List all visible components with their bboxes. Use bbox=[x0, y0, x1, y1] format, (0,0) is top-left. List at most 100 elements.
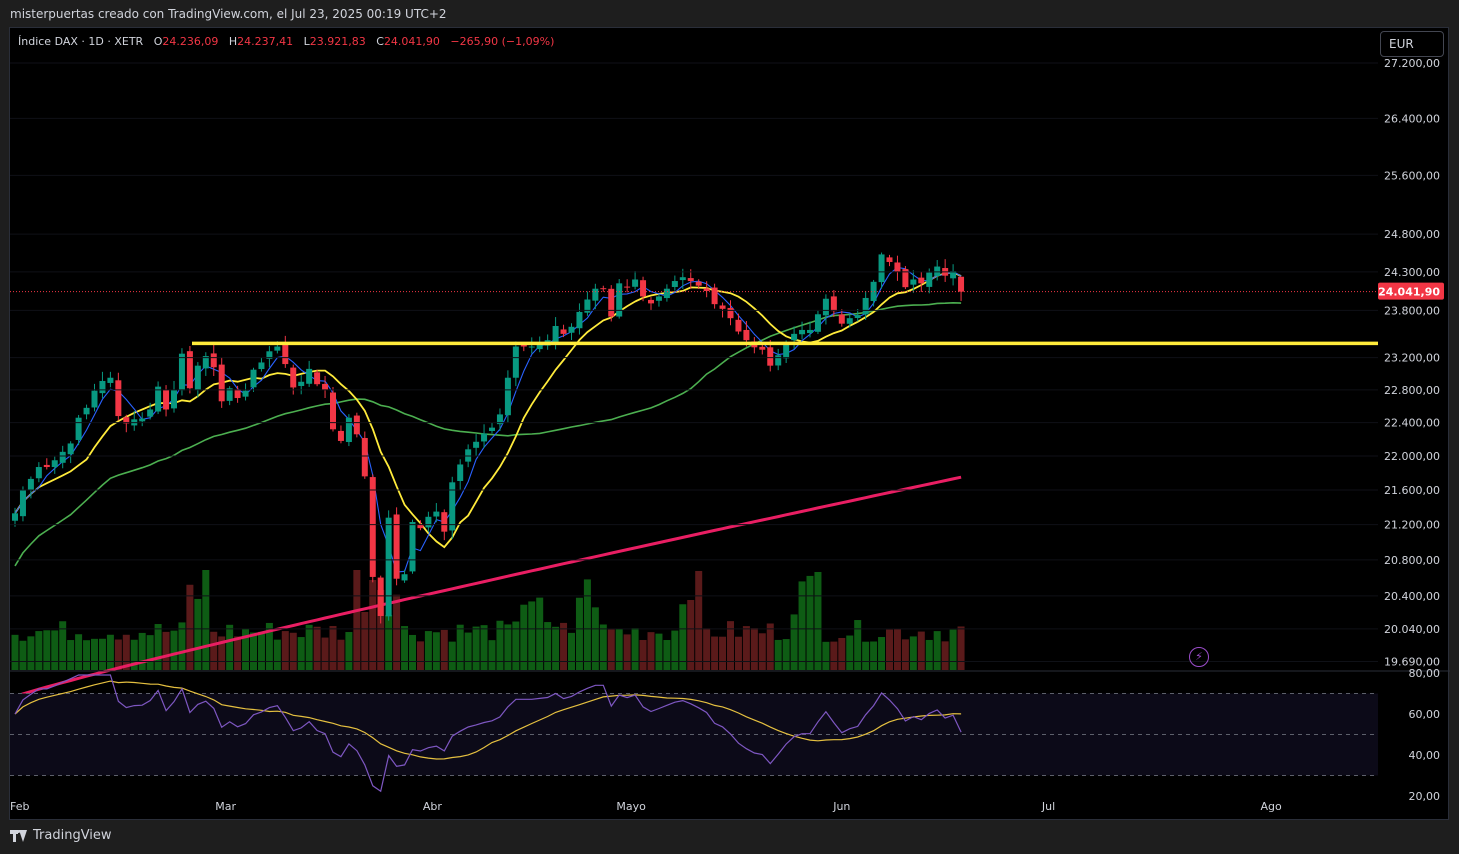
axes: 27.200,00 26.400,00 25.600,00 24.800,00 24.3… bbox=[10, 57, 1450, 813]
volume-bar bbox=[170, 630, 178, 670]
candle-body bbox=[99, 380, 106, 394]
candle-body bbox=[902, 269, 909, 288]
candle-body bbox=[186, 351, 193, 389]
candle-body bbox=[43, 464, 50, 468]
volume-bar bbox=[536, 597, 544, 670]
volume-bar bbox=[925, 639, 933, 670]
volume-bar bbox=[19, 640, 27, 670]
candle-body bbox=[870, 281, 877, 301]
candle-body bbox=[655, 296, 662, 301]
candle-body bbox=[361, 437, 368, 477]
open-value: 24.236,09 bbox=[162, 35, 219, 48]
volume-bar bbox=[544, 622, 552, 670]
candle-body bbox=[846, 318, 853, 324]
candle-body bbox=[171, 389, 177, 409]
volume-bar bbox=[798, 581, 806, 670]
candle-body bbox=[115, 380, 122, 417]
symbol-name[interactable]: Índice DAX · 1D · XETR bbox=[18, 35, 144, 48]
candle-body bbox=[123, 417, 130, 424]
candle-body bbox=[648, 299, 654, 304]
symbol-legend[interactable]: Índice DAX · 1D · XETR O24.236,09 H24.23… bbox=[18, 35, 554, 48]
volume-bar bbox=[345, 632, 353, 670]
candle-body bbox=[496, 414, 503, 425]
candle-body bbox=[433, 511, 440, 517]
candle-body bbox=[910, 279, 917, 285]
candle-body bbox=[894, 262, 901, 272]
rsi-tick-label: 40,00 bbox=[1409, 749, 1441, 762]
candlestick-chart[interactable]: 27.200,00 26.400,00 25.600,00 24.800,00 24.3… bbox=[10, 28, 1450, 821]
volume-bar bbox=[234, 636, 242, 670]
volume-bar bbox=[218, 636, 226, 670]
current-price-tag bbox=[1378, 282, 1444, 300]
candle-body bbox=[624, 286, 631, 288]
tradingview-logo: TradingView bbox=[10, 828, 112, 843]
candle-body bbox=[226, 388, 233, 401]
price-tick-label: 19.690,00 bbox=[1384, 656, 1440, 669]
volume-bar bbox=[186, 584, 194, 670]
volume-bar bbox=[520, 604, 528, 670]
volume-bar bbox=[448, 641, 456, 670]
volume-bars bbox=[11, 570, 965, 670]
candle-body bbox=[330, 392, 336, 430]
price-tick-label: 21.600,00 bbox=[1384, 484, 1440, 497]
candle-body bbox=[783, 343, 790, 359]
candle-body bbox=[592, 288, 599, 301]
candle-body bbox=[687, 278, 694, 282]
volume-bar bbox=[941, 641, 949, 670]
candle-body bbox=[401, 574, 408, 581]
candle-body bbox=[640, 280, 647, 297]
price-tick-label: 23.200,00 bbox=[1384, 352, 1440, 365]
candle-body bbox=[322, 383, 329, 390]
volume-bar bbox=[472, 626, 480, 670]
candle-body bbox=[473, 441, 480, 448]
current-price-label: 24.041,90 bbox=[1378, 286, 1440, 299]
volume-bar bbox=[122, 634, 130, 670]
time-tick-label: Jun bbox=[832, 800, 850, 813]
volume-bar bbox=[98, 638, 106, 670]
volume-bar bbox=[393, 594, 401, 670]
candle-body bbox=[163, 389, 170, 410]
volume-bar bbox=[703, 628, 711, 670]
candle-body bbox=[202, 356, 209, 369]
volume-bar bbox=[377, 590, 385, 670]
candle-body bbox=[12, 513, 18, 521]
volume-bar bbox=[67, 640, 75, 670]
volume-bar bbox=[719, 636, 727, 670]
candle-body bbox=[616, 283, 623, 317]
candle-body bbox=[743, 329, 750, 341]
candle-body bbox=[552, 326, 559, 344]
candle-body bbox=[854, 315, 861, 319]
volume-bar bbox=[289, 632, 297, 670]
volume-bar bbox=[313, 626, 321, 670]
volume-bar bbox=[854, 620, 862, 670]
volume-bar bbox=[734, 636, 742, 670]
price-tick-label: 20.040,00 bbox=[1384, 623, 1440, 636]
rsi-pane bbox=[10, 674, 1378, 793]
chart-frame[interactable]: 27.200,00 26.400,00 25.600,00 24.800,00 24.3… bbox=[9, 27, 1450, 821]
volume-bar bbox=[742, 626, 750, 670]
volume-bar bbox=[560, 622, 568, 670]
volume-bar bbox=[91, 638, 98, 670]
candle-body bbox=[926, 272, 933, 287]
candle-body bbox=[608, 288, 615, 317]
volume-bar bbox=[679, 604, 687, 670]
volume-bar bbox=[695, 570, 703, 670]
candle-body bbox=[878, 254, 885, 283]
lightning-icon[interactable]: ⚡ bbox=[1189, 647, 1209, 667]
candle-body bbox=[807, 329, 813, 334]
close-value: 24.041,90 bbox=[383, 35, 440, 48]
volume-bar bbox=[933, 631, 941, 670]
volume-bar bbox=[512, 621, 520, 670]
candle-body bbox=[314, 372, 321, 385]
candle-body bbox=[35, 467, 42, 479]
candle-body bbox=[528, 346, 535, 348]
currency-selector[interactable]: EUR bbox=[1380, 31, 1444, 57]
volume-bar bbox=[154, 624, 162, 670]
volume-bar bbox=[401, 626, 409, 670]
candle-body bbox=[250, 369, 257, 388]
volume-bar bbox=[35, 631, 43, 670]
volume-bar bbox=[870, 641, 878, 670]
candle-body bbox=[727, 307, 734, 319]
volume-bar bbox=[59, 621, 67, 670]
candle-body bbox=[457, 464, 464, 482]
